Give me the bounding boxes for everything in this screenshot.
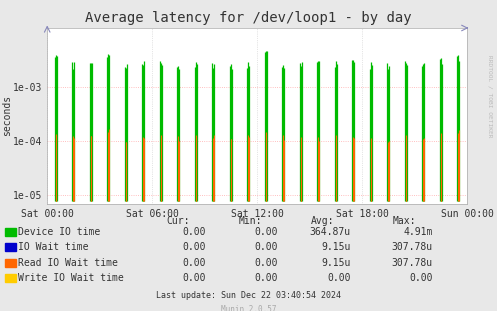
Text: Last update: Sun Dec 22 03:40:54 2024: Last update: Sun Dec 22 03:40:54 2024 — [156, 291, 341, 300]
Text: Cur:: Cur: — [166, 216, 190, 226]
Text: 364.87u: 364.87u — [309, 227, 350, 237]
Text: Munin 2.0.57: Munin 2.0.57 — [221, 305, 276, 311]
Text: Read IO Wait time: Read IO Wait time — [18, 258, 118, 268]
Text: Min:: Min: — [239, 216, 262, 226]
Text: 307.78u: 307.78u — [391, 258, 432, 268]
Text: Average latency for /dev/loop1 - by day: Average latency for /dev/loop1 - by day — [85, 11, 412, 25]
Text: RRDTOOL / TOBI OETIKER: RRDTOOL / TOBI OETIKER — [487, 55, 492, 138]
Text: 9.15u: 9.15u — [321, 258, 350, 268]
Text: 0.00: 0.00 — [255, 258, 278, 268]
Text: 307.78u: 307.78u — [391, 242, 432, 252]
Text: 9.15u: 9.15u — [321, 242, 350, 252]
Text: Device IO time: Device IO time — [18, 227, 100, 237]
Text: 0.00: 0.00 — [183, 242, 206, 252]
Text: 0.00: 0.00 — [409, 273, 432, 283]
Y-axis label: seconds: seconds — [1, 95, 11, 137]
Text: 0.00: 0.00 — [327, 273, 350, 283]
Text: Avg:: Avg: — [311, 216, 334, 226]
Text: Write IO Wait time: Write IO Wait time — [18, 273, 124, 283]
Text: 0.00: 0.00 — [255, 242, 278, 252]
Text: 0.00: 0.00 — [255, 227, 278, 237]
Text: 0.00: 0.00 — [183, 227, 206, 237]
Text: 0.00: 0.00 — [255, 273, 278, 283]
Text: 4.91m: 4.91m — [403, 227, 432, 237]
Text: Max:: Max: — [393, 216, 416, 226]
Text: 0.00: 0.00 — [183, 273, 206, 283]
Text: IO Wait time: IO Wait time — [18, 242, 89, 252]
Text: 0.00: 0.00 — [183, 258, 206, 268]
